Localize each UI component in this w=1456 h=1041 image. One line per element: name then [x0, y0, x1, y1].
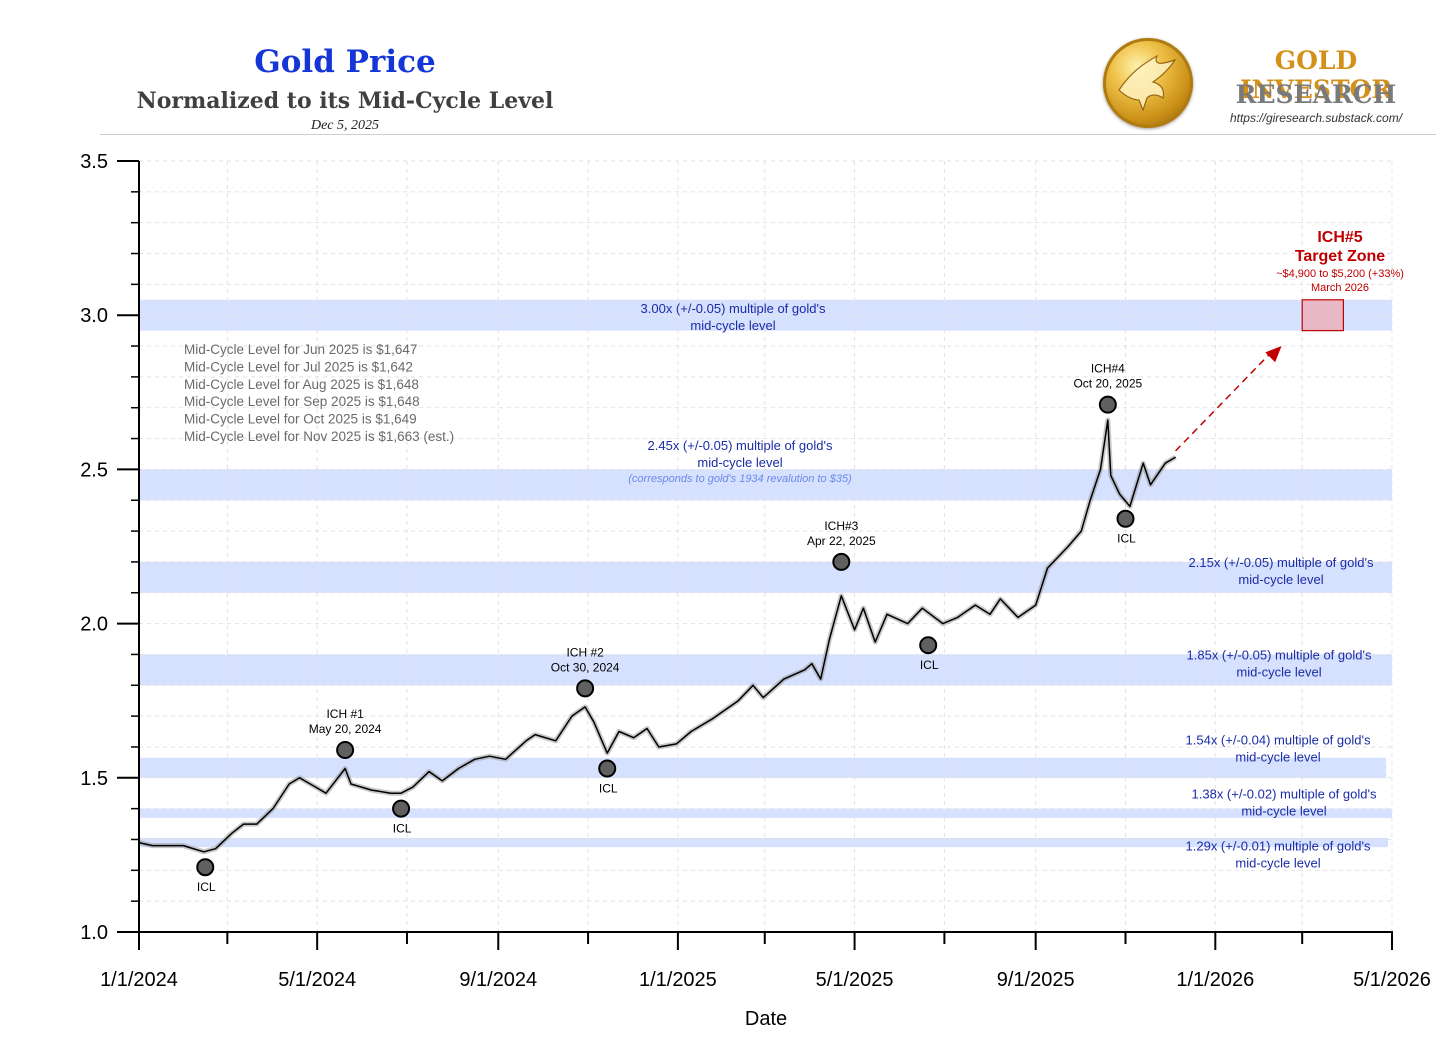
cycle-marker-1	[336, 741, 355, 760]
target-zone-range: ~$4,900 to $5,200 (+33%)	[1276, 268, 1404, 280]
cycle-marker-label: ICL	[599, 782, 618, 796]
x-tick-label: 1/1/2025	[639, 969, 717, 991]
mid-cycle-note: Mid-Cycle Level for Oct 2025 is $1,649	[184, 412, 417, 427]
x-tick-label: 9/1/2024	[459, 969, 537, 991]
band-label-line1: 3.00x (+/-0.05) multiple of gold's	[641, 301, 826, 316]
band-label-line2: mid-cycle level	[1241, 803, 1326, 818]
cycle-marker-label: ICH #1	[326, 707, 364, 721]
y-tick-label: 3.0	[80, 305, 108, 327]
cycle-marker-label: ICH #2	[566, 645, 604, 659]
cycle-marker-5	[832, 552, 851, 571]
y-tick-label: 2.0	[80, 614, 108, 636]
x-tick-label: 1/1/2026	[1176, 969, 1254, 991]
mid-cycle-note: Mid-Cycle Level for Aug 2025 is $1,648	[184, 377, 419, 392]
cycle-marker-4	[598, 759, 617, 778]
x-axis-label: Date	[745, 1008, 787, 1030]
cycle-marker-date: May 20, 2024	[309, 722, 382, 736]
band-label-line1: 1.29x (+/-0.01) multiple of gold's	[1186, 839, 1371, 854]
target-zone-box	[1301, 299, 1345, 332]
band-label-line1: 1.38x (+/-0.02) multiple of gold's	[1192, 786, 1377, 801]
header-divider	[100, 134, 1436, 135]
projection-arrowhead	[1265, 346, 1282, 363]
chart-subtitle: Normalized to its Mid-Cycle Level	[136, 88, 554, 114]
band-5	[140, 808, 1392, 818]
target-zone-date: March 2026	[1311, 282, 1369, 294]
cycle-marker-label: ICL	[1117, 532, 1136, 546]
cycle-marker-0	[196, 858, 215, 877]
x-tick-label: 5/1/2025	[816, 969, 894, 991]
y-tick-label: 1.0	[80, 922, 108, 944]
cycle-marker-6	[919, 636, 938, 655]
cycle-marker-label: ICL	[393, 822, 412, 836]
band-label-line1: 2.45x (+/-0.05) multiple of gold's	[648, 438, 833, 453]
brand-url[interactable]: https://giresearch.substack.com/	[1229, 111, 1403, 125]
band-label-line1: 1.85x (+/-0.05) multiple of gold's	[1187, 648, 1372, 663]
y-tick-label: 2.5	[80, 459, 108, 481]
cycle-marker-label: ICH#4	[1091, 362, 1125, 376]
cycle-marker-7	[1098, 395, 1117, 414]
band-label-line2: mid-cycle level	[1238, 572, 1323, 587]
eagle-coin-icon	[1103, 38, 1193, 128]
cycle-marker-date: Apr 22, 2025	[807, 534, 876, 548]
target-zone-subtitle: Target Zone	[1295, 248, 1385, 265]
band-label-line2: mid-cycle level	[1235, 750, 1320, 765]
x-tick-label: 5/1/2026	[1353, 969, 1431, 991]
band-label-line1: 1.54x (+/-0.04) multiple of gold's	[1186, 733, 1371, 748]
y-tick-label: 1.5	[80, 768, 108, 790]
cycle-marker-8	[1116, 509, 1135, 528]
brand-name-line1: GOLD INVESTOR	[1239, 46, 1393, 104]
mid-cycle-note: Mid-Cycle Level for Jul 2025 is $1,642	[184, 359, 413, 374]
cycle-marker-label: ICL	[920, 658, 939, 672]
x-tick-label: 1/1/2024	[100, 969, 178, 991]
x-tick-label: 9/1/2025	[997, 969, 1075, 991]
cycle-marker-label: ICL	[197, 880, 216, 894]
target-zone-title: ICH#5	[1317, 229, 1362, 246]
band-4	[140, 757, 1386, 778]
band-label-line1: 2.15x (+/-0.05) multiple of gold's	[1189, 555, 1374, 570]
x-tick-label: 5/1/2024	[278, 969, 356, 991]
brand-name-line2: RESEARCH	[1235, 80, 1397, 109]
band-label-line2: mid-cycle level	[697, 455, 782, 470]
mid-cycle-note: Mid-Cycle Level for Nov 2025 is $1,663 (…	[184, 429, 454, 444]
projection-arrow-line	[1175, 351, 1273, 452]
mid-cycle-note: Mid-Cycle Level for Jun 2025 is $1,647	[184, 342, 417, 357]
band-label-line2: mid-cycle level	[1235, 856, 1320, 871]
cycle-marker-2	[392, 799, 411, 818]
band-label-note: (corresponds to gold's 1934 revalution t…	[628, 473, 852, 485]
cycle-marker-label: ICH#3	[824, 519, 858, 533]
band-label-line2: mid-cycle level	[1236, 665, 1321, 680]
chart-date: Dec 5, 2025	[310, 118, 380, 133]
band-6	[140, 837, 1388, 848]
cycle-marker-date: Oct 30, 2024	[551, 660, 620, 674]
band-label-line2: mid-cycle level	[690, 318, 775, 333]
mid-cycle-note: Mid-Cycle Level for Sep 2025 is $1,648	[184, 394, 420, 409]
cycle-marker-date: Oct 20, 2025	[1073, 377, 1142, 391]
band-1	[140, 469, 1392, 501]
band-3	[140, 654, 1392, 686]
price-line	[138, 419, 1176, 853]
cycle-marker-3	[576, 679, 595, 698]
band-2	[140, 561, 1392, 593]
chart-title: Gold Price	[254, 44, 436, 80]
y-tick-label: 3.5	[80, 151, 108, 173]
